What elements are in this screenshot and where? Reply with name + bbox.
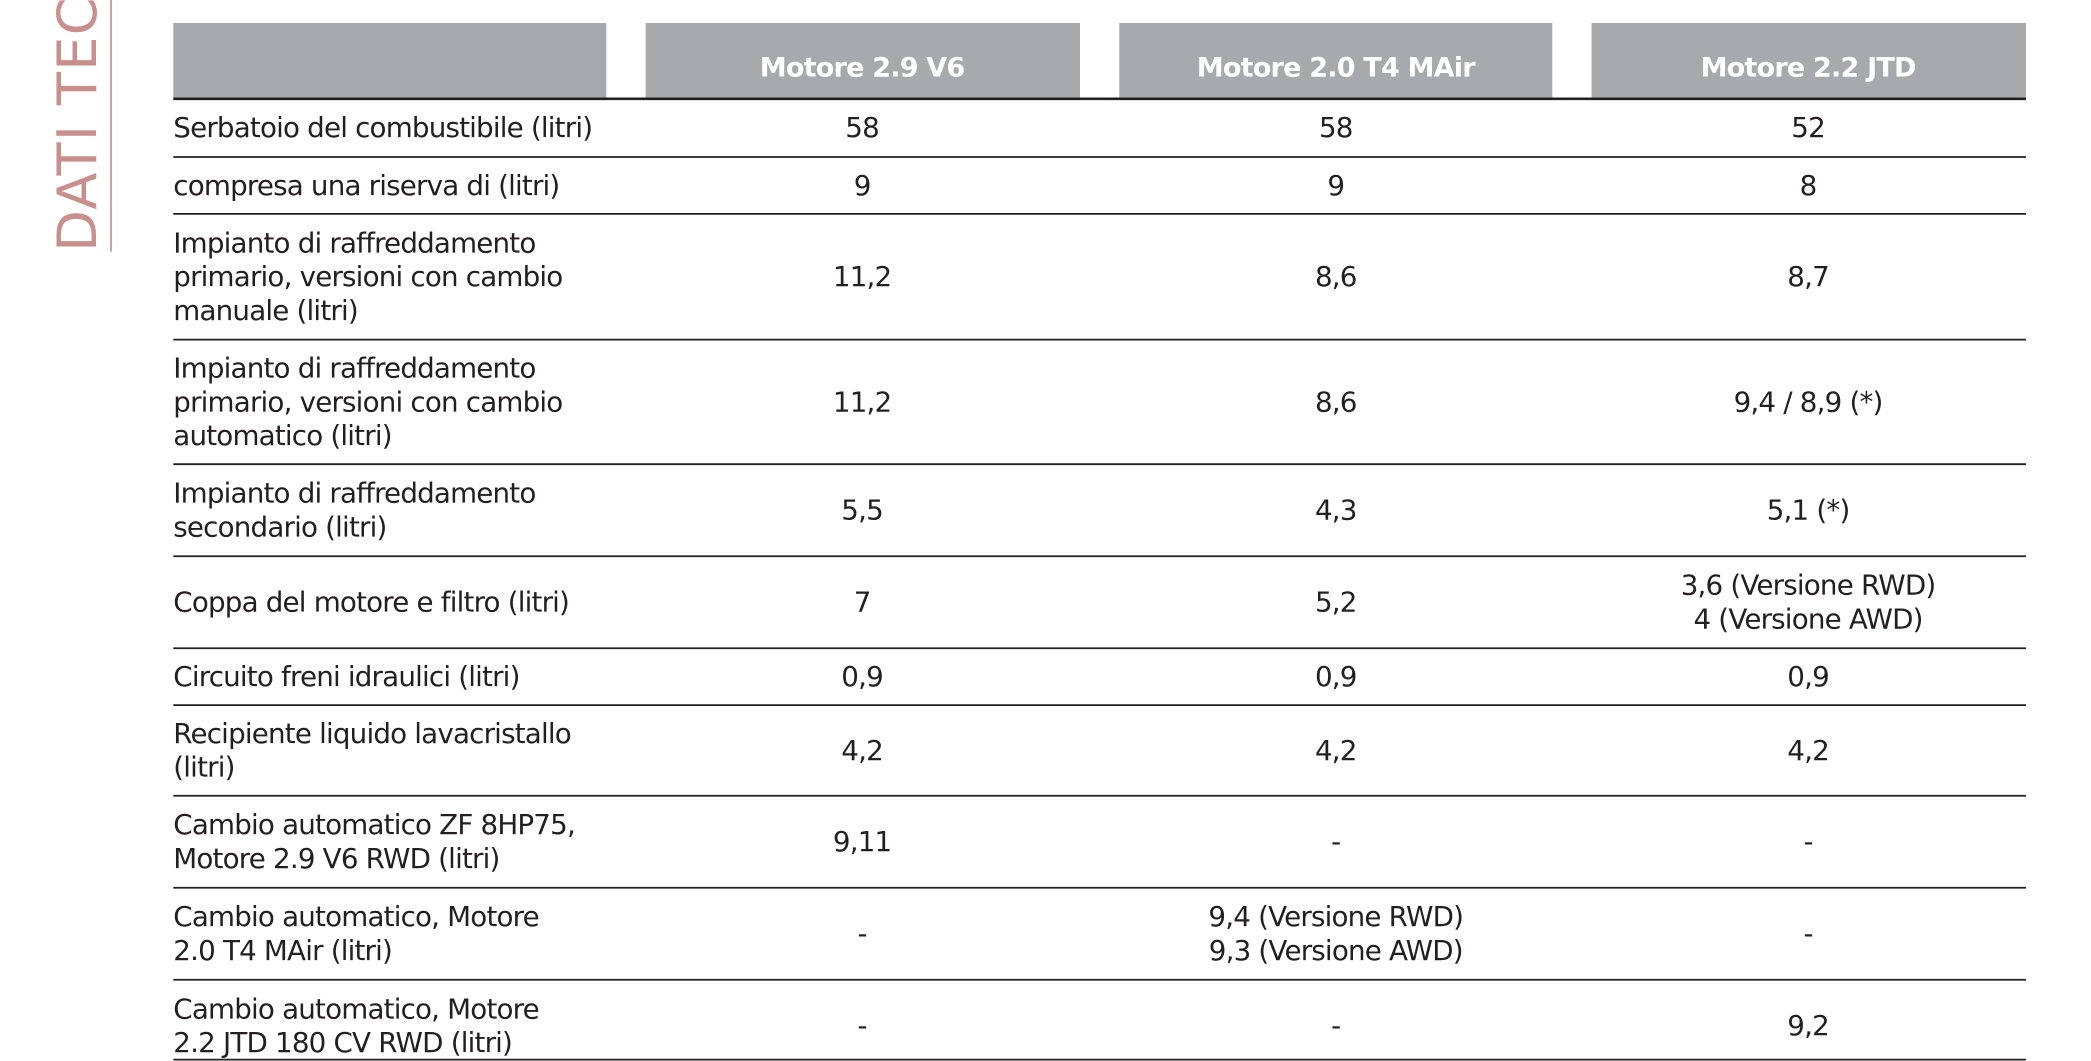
cell-value: 11,2 [833,260,892,293]
cell-value: - [1331,825,1340,858]
header-cell [173,23,607,98]
row-label: Cambio automatico, Motore [173,992,539,1025]
cell-value: 9,3 (Versione AWD) [1209,934,1463,967]
cell-value: 52 [1791,111,1825,144]
cell-value: 8,6 [1315,260,1357,293]
cell-value: 4,2 [1315,734,1357,767]
cell-value: 9,2 [1787,1009,1829,1042]
header-cell [645,23,1081,98]
cell-value: 4,3 [1315,494,1357,527]
row-label: Impianto di raffreddamento [173,351,535,384]
cell-value: 4,2 [841,734,883,767]
row-label: Impianto di raffreddamento [173,226,535,259]
column-header: Motore 2.9 V6 [760,53,965,84]
cell-value: - [858,917,867,950]
cell-value: 0,9 [1315,660,1357,693]
row-label: Serbatoio del combustibile (litri) [173,111,592,144]
cell-value: 8,7 [1787,260,1829,293]
row-label: Coppa del motore e filtro (litri) [173,586,569,619]
row-label: Circuito freni idraulici (litri) [173,660,519,693]
row-label: Cambio automatico ZF 8HP75, [173,808,575,841]
sidebar-title: DATI TECNI [46,0,109,252]
cell-value: - [1331,1009,1340,1042]
cell-value: 5,2 [1315,586,1357,619]
column-header: Motore 2.0 T4 MAir [1197,53,1476,84]
cell-value: 0,9 [1787,660,1829,693]
cell-value: 8,6 [1315,385,1357,418]
cell-value: 5,1 (*) [1767,494,1850,527]
cell-value: 3,6 (Versione RWD) [1681,569,1936,602]
header-cell [1591,23,2026,98]
header-cell [1119,23,1553,98]
row-label: Recipiente liquido lavacristallo [173,717,571,750]
cell-value: 9,4 (Versione RWD) [1208,900,1463,933]
cell-value: - [1803,825,1812,858]
row-label: primario, versioni con cambio [173,260,562,293]
cell-value: 9 [854,169,871,202]
cell-value: 58 [1319,111,1353,144]
cell-value: 9 [1327,169,1344,202]
row-label: primario, versioni con cambio [173,385,562,418]
row-label: secondario (litri) [173,510,386,543]
cell-value: 9,4 / 8,9 (*) [1734,385,1883,418]
row-label: Cambio automatico, Motore [173,900,539,933]
cell-value: 0,9 [841,660,883,693]
cell-value: 8 [1800,169,1817,202]
row-label: compresa una riserva di (litri) [173,169,559,202]
cell-value: 9,11 [833,825,892,858]
row-label: Impianto di raffreddamento [173,477,535,510]
cell-value: 4,2 [1787,734,1829,767]
row-label: Motore 2.9 V6 RWD (litri) [173,842,499,875]
row-label: manuale (litri) [173,294,358,327]
row-label: 2.2 JTD 180 CV RWD (litri) [173,1026,512,1059]
row-label: automatico (litri) [173,419,391,452]
cell-value: 11,2 [833,385,892,418]
cell-value: 4 (Versione AWD) [1693,602,1922,635]
row-label: 2.0 T4 MAir (litri) [173,934,392,967]
column-header: Motore 2.2 JTD [1701,53,1916,84]
cell-value: 7 [854,586,871,619]
row-label: (litri) [173,751,234,784]
cell-value: 5,5 [841,494,883,527]
cell-value: 58 [845,111,879,144]
cell-value: - [1803,917,1812,950]
cell-value: - [858,1009,867,1042]
